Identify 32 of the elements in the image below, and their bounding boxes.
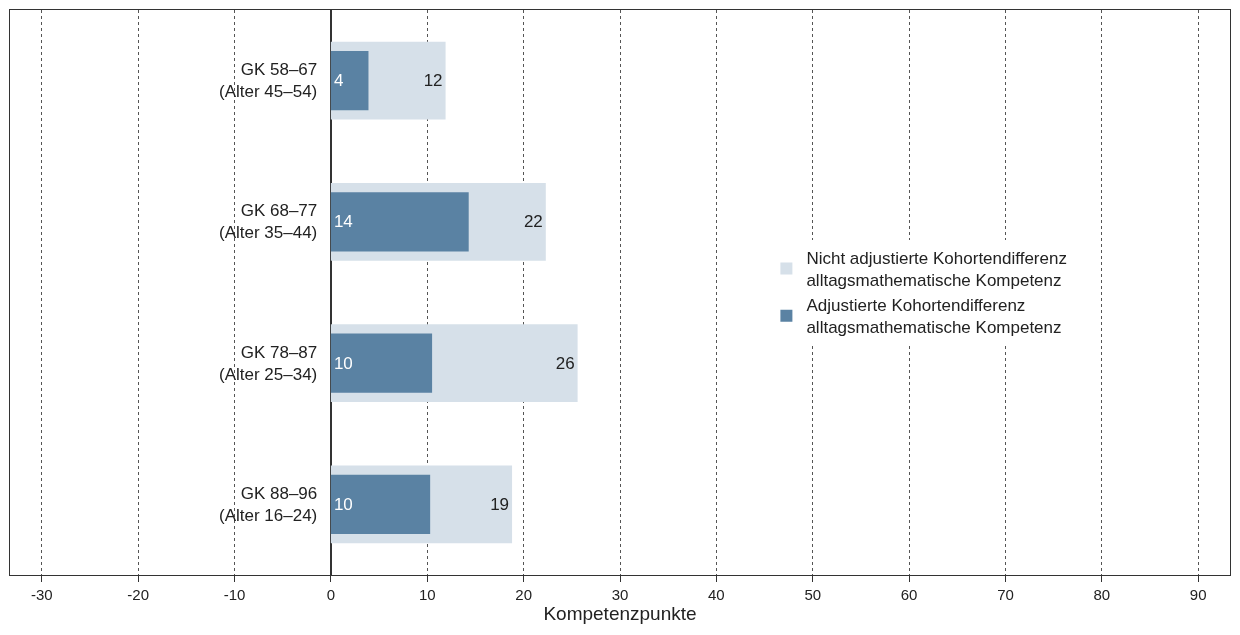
x-tick-label: 0 <box>326 586 336 603</box>
data-label: 22 <box>523 212 543 232</box>
data-label: 12 <box>423 71 443 91</box>
x-tick-label: 10 <box>418 586 436 603</box>
x-tick-label: 90 <box>1189 586 1207 603</box>
x-tick-label: 60 <box>900 586 918 603</box>
x-tick-label: -10 <box>223 586 246 603</box>
x-tick-label: 30 <box>611 586 629 603</box>
x-tick-label: 40 <box>708 586 725 603</box>
legend-label: Adjustierte Kohortendifferenz alltagsmathematische Kompetenz <box>806 296 1062 338</box>
data-label: 4 <box>333 71 344 91</box>
x-tick-label: 70 <box>997 586 1014 603</box>
y-tick-label: GK 58–67 (Alter 45–54) <box>219 60 318 102</box>
data-label: 26 <box>555 353 575 373</box>
data-label: 19 <box>490 494 510 514</box>
x-tick-label: 80 <box>1093 586 1111 603</box>
bar <box>330 50 369 111</box>
x-tick-label: 50 <box>804 586 822 603</box>
x-tick-label: -30 <box>30 586 53 603</box>
bar <box>330 192 469 252</box>
legend-label: Nicht adjustierte Kohortendifferenz alltagsmathematische Kompetenz <box>806 249 1067 291</box>
y-tick-label: GK 68–77 (Alter 35–44) <box>219 201 318 243</box>
data-label: 10 <box>333 353 353 373</box>
x-axis-title: Kompetenzpunkte <box>543 603 697 624</box>
bar <box>330 333 433 393</box>
bar <box>330 474 431 535</box>
x-tick-label: -20 <box>127 586 150 603</box>
data-label: 10 <box>333 494 353 514</box>
x-tick-label: 20 <box>515 586 532 603</box>
y-tick-label: GK 88–96 (Alter 16–24) <box>219 484 318 526</box>
y-tick-label: GK 78–87 (Alter 25–34) <box>219 343 318 385</box>
data-label: 14 <box>333 212 353 232</box>
